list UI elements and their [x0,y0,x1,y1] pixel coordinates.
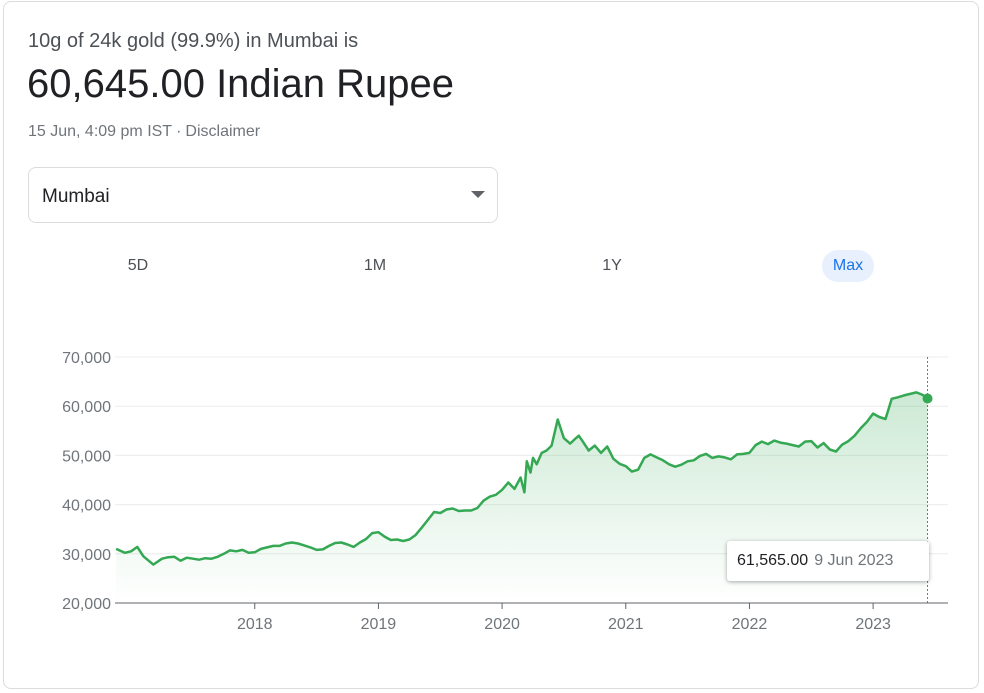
tab-1m[interactable]: 1M [363,257,387,274]
price-chart[interactable]: 20,000 30,000 40,000 50,000 60,000 70,000 201… [0,330,984,640]
tab-5d[interactable]: 5D [127,257,149,274]
price-timestamp: 15 Jun, 4:09 pm IST [28,123,173,140]
chart-tooltip: 61,565.00 9 Jun 2023 [727,541,929,581]
y-tick-label: 20,000 [62,596,111,613]
x-tick-label: 2022 [732,616,768,633]
disclaimer-link[interactable]: Disclaimer [185,123,261,140]
y-tick-label: 30,000 [62,547,111,564]
x-tick-label: 2021 [608,616,644,633]
y-tick-label: 70,000 [62,350,111,367]
price-meta: 15 Jun, 4:09 pm IST · Disclaimer [28,123,260,141]
gold-price-card [3,1,979,689]
city-select-value: Mumbai [42,186,110,207]
latest-point-marker [922,393,933,404]
y-tick-label: 60,000 [62,399,111,416]
dropdown-caret-icon [471,191,485,198]
y-tick-label: 50,000 [62,448,111,465]
tab-1y[interactable]: 1Y [602,257,622,274]
tooltip-value: 61,565.00 [737,552,809,569]
x-tick-label: 2020 [484,616,520,633]
gold-price-value: 60,645.00 Indian Rupee [27,62,455,106]
tab-max[interactable]: Max [822,250,874,282]
y-tick-label: 40,000 [62,498,111,515]
result-subtitle: 10g of 24k gold (99.9%) in Mumbai is [28,30,359,52]
city-select[interactable]: Mumbai [28,167,498,223]
x-tick-label: 2023 [855,616,891,633]
x-tick-label: 2018 [237,616,273,633]
price-line [115,391,929,566]
x-tick-label: 2019 [361,616,397,633]
meta-separator: · [176,123,182,140]
tooltip-date: 9 Jun 2023 [814,552,894,569]
